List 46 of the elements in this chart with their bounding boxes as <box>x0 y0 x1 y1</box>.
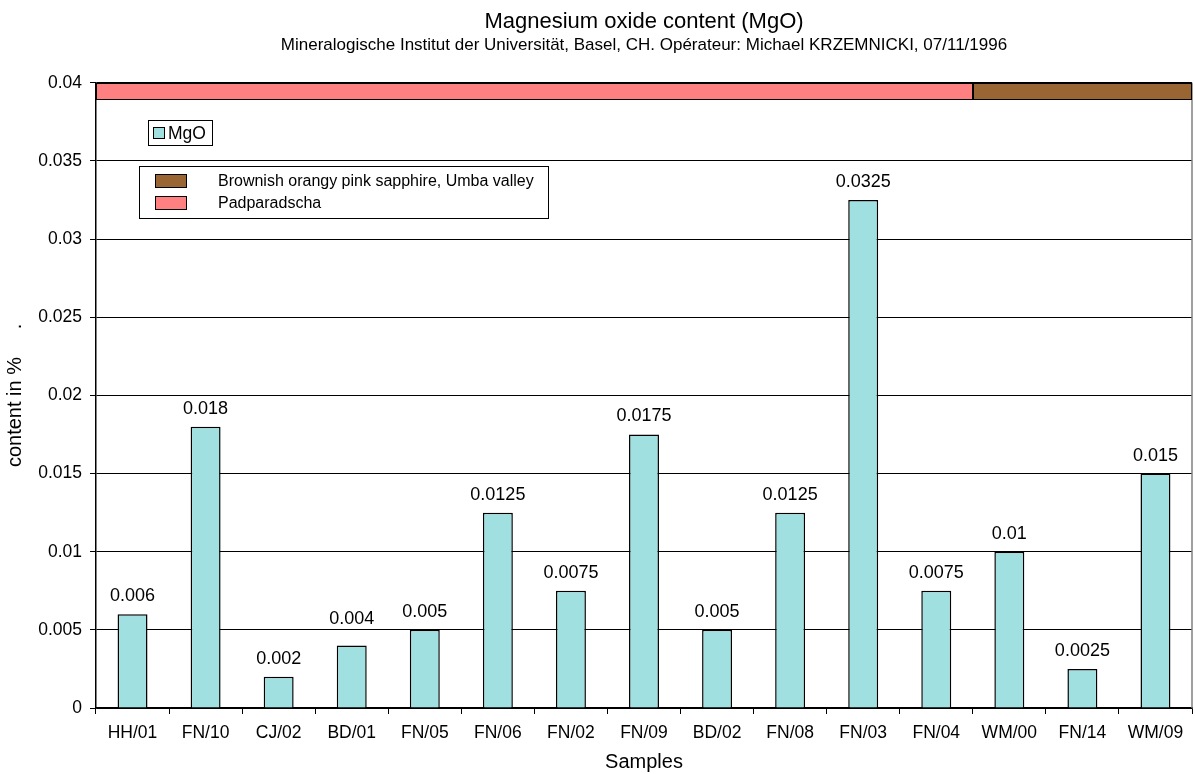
y-tick-label: 0.025 <box>38 306 82 327</box>
chart-subtitle: Mineralogische Institut der Universität, Basel, CH. Opérateur: Michael KRZEMNICKI, 07/11/1996 <box>280 35 1008 55</box>
x-tick-label: FN/09 <box>620 722 668 743</box>
annotation: Brownish orangy pink sapphire, Umba valley <box>218 171 534 189</box>
data-label: 0.0325 <box>835 170 891 191</box>
x-tick-label: CJ/02 <box>255 722 302 743</box>
y-axis-title: content in % . <box>2 323 25 468</box>
data-label: 0.0075 <box>543 561 599 582</box>
data-label: 0.015 <box>1132 444 1178 465</box>
data-label: 0.0175 <box>616 405 672 426</box>
x-tick-label: FN/08 <box>766 722 814 743</box>
x-tick-label: FN/14 <box>1058 722 1107 743</box>
y-tick-label: 0 <box>72 696 83 717</box>
data-label: 0.0075 <box>908 561 964 582</box>
x-tick-label: FN/03 <box>839 722 888 743</box>
data-label: 0.0125 <box>762 483 818 504</box>
x-tick-label: WM/00 <box>981 722 1038 743</box>
x-tick-label: FN/06 <box>474 722 522 743</box>
data-label: 0.018 <box>183 397 229 418</box>
y-tick-label: 0.03 <box>47 227 82 248</box>
annotation: Padparadscha <box>218 193 322 211</box>
y-tick-label: 0.02 <box>47 384 82 405</box>
data-label: 0.0025 <box>1054 639 1110 660</box>
x-tick-label: BD/01 <box>327 722 377 743</box>
x-tick-label: FN/02 <box>547 722 595 743</box>
y-tick-label: 0.005 <box>38 618 82 639</box>
data-label: 0.002 <box>256 647 302 668</box>
x-axis-title: Samples <box>605 749 683 772</box>
y-tick-label: 0.035 <box>38 149 82 170</box>
data-label: 0.006 <box>110 585 156 606</box>
x-tick-label: FN/04 <box>912 722 961 743</box>
legend-label: MgO <box>168 122 206 143</box>
y-tick-label: 0.015 <box>38 462 82 483</box>
x-tick-label: HH/01 <box>107 722 158 743</box>
x-tick-label: WM/09 <box>1127 722 1184 743</box>
data-label: 0.01 <box>991 522 1027 543</box>
y-tick-label: 0.04 <box>47 71 83 92</box>
x-tick-label: FN/10 <box>181 722 230 743</box>
y-tick-label: 0.01 <box>47 540 82 561</box>
chart-title: Magnesium oxide content (MgO) <box>484 8 804 34</box>
x-tick-label: BD/02 <box>692 722 742 743</box>
data-label: 0.005 <box>402 600 448 621</box>
data-label: 0.004 <box>329 607 375 628</box>
data-label: 0.0125 <box>470 483 526 504</box>
x-tick-label: FN/05 <box>400 722 449 743</box>
data-label: 0.005 <box>694 600 740 621</box>
